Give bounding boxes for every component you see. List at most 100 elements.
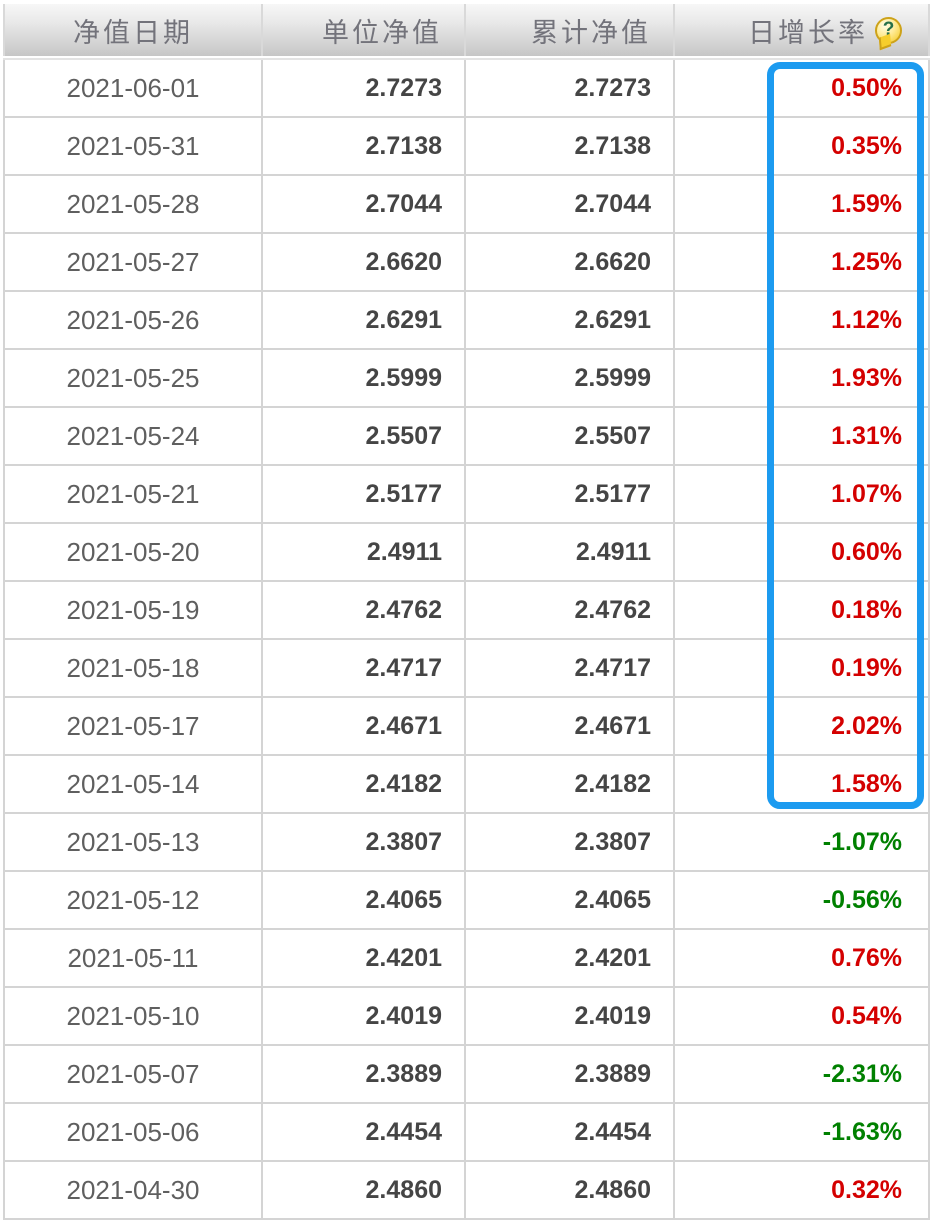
- cell-unit-nav: 2.7273: [263, 60, 466, 116]
- cell-nav-date: 2021-05-28: [3, 176, 263, 232]
- cell-daily-growth: 0.50%: [675, 60, 930, 116]
- cell-unit-nav: 2.6620: [263, 234, 466, 290]
- cell-nav-date: 2021-05-11: [3, 930, 263, 986]
- table-row: 2021-05-28 2.7044 2.7044 1.59%: [3, 176, 930, 234]
- table-row: 2021-06-01 2.7273 2.7273 0.50%: [3, 60, 930, 118]
- table-body: 2021-06-01 2.7273 2.7273 0.50% 2021-05-31 2.7…: [3, 58, 930, 1220]
- table-row: 2021-05-20 2.4911 2.4911 0.60%: [3, 524, 930, 582]
- column-header-cumulative-nav: 累计净值: [466, 4, 675, 56]
- table-row: 2021-05-10 2.4019 2.4019 0.54%: [3, 988, 930, 1046]
- cell-nav-date: 2021-05-12: [3, 872, 263, 928]
- cell-daily-growth: 0.18%: [675, 582, 930, 638]
- cell-cumulative-nav: 2.5507: [466, 408, 675, 464]
- cell-cumulative-nav: 2.5177: [466, 466, 675, 522]
- cell-nav-date: 2021-05-10: [3, 988, 263, 1044]
- cell-nav-date: 2021-05-24: [3, 408, 263, 464]
- cell-daily-growth: 1.07%: [675, 466, 930, 522]
- cell-nav-date: 2021-05-17: [3, 698, 263, 754]
- help-question-icon[interactable]: ?: [875, 16, 902, 44]
- table-row: 2021-05-17 2.4671 2.4671 2.02%: [3, 698, 930, 756]
- table-row: 2021-05-31 2.7138 2.7138 0.35%: [3, 118, 930, 176]
- cell-daily-growth: 0.32%: [675, 1162, 930, 1218]
- cell-cumulative-nav: 2.3889: [466, 1046, 675, 1102]
- cell-unit-nav: 2.4717: [263, 640, 466, 696]
- table-row: 2021-05-14 2.4182 2.4182 1.58%: [3, 756, 930, 814]
- cell-nav-date: 2021-05-25: [3, 350, 263, 406]
- cell-cumulative-nav: 2.4762: [466, 582, 675, 638]
- column-header-daily-growth: 日增长率 ?: [675, 4, 930, 56]
- cell-nav-date: 2021-05-07: [3, 1046, 263, 1102]
- column-header-daily-growth-label: 日增长率: [748, 17, 868, 48]
- cell-daily-growth: 1.59%: [675, 176, 930, 232]
- cell-unit-nav: 2.4671: [263, 698, 466, 754]
- cell-cumulative-nav: 2.3807: [466, 814, 675, 870]
- cell-cumulative-nav: 2.4454: [466, 1104, 675, 1160]
- cell-unit-nav: 2.4201: [263, 930, 466, 986]
- cell-daily-growth: 0.76%: [675, 930, 930, 986]
- cell-daily-growth: 1.58%: [675, 756, 930, 812]
- cell-unit-nav: 2.4762: [263, 582, 466, 638]
- cell-daily-growth: 2.02%: [675, 698, 930, 754]
- cell-nav-date: 2021-05-14: [3, 756, 263, 812]
- cell-cumulative-nav: 2.6291: [466, 292, 675, 348]
- cell-unit-nav: 2.7044: [263, 176, 466, 232]
- cell-nav-date: 2021-06-01: [3, 60, 263, 116]
- cell-nav-date: 2021-05-26: [3, 292, 263, 348]
- cell-nav-date: 2021-05-18: [3, 640, 263, 696]
- cell-cumulative-nav: 2.4911: [466, 524, 675, 580]
- cell-cumulative-nav: 2.7273: [466, 60, 675, 116]
- cell-daily-growth: 1.31%: [675, 408, 930, 464]
- cell-nav-date: 2021-05-13: [3, 814, 263, 870]
- cell-cumulative-nav: 2.4065: [466, 872, 675, 928]
- column-header-unit-nav: 单位净值: [263, 4, 466, 56]
- table-row: 2021-05-13 2.3807 2.3807 -1.07%: [3, 814, 930, 872]
- table-row: 2021-05-19 2.4762 2.4762 0.18%: [3, 582, 930, 640]
- cell-nav-date: 2021-04-30: [3, 1162, 263, 1218]
- table-row: 2021-05-27 2.6620 2.6620 1.25%: [3, 234, 930, 292]
- cell-unit-nav: 2.4182: [263, 756, 466, 812]
- cell-unit-nav: 2.5999: [263, 350, 466, 406]
- cell-unit-nav: 2.4911: [263, 524, 466, 580]
- cell-cumulative-nav: 2.4860: [466, 1162, 675, 1218]
- cell-unit-nav: 2.4454: [263, 1104, 466, 1160]
- cell-daily-growth: -1.63%: [675, 1104, 930, 1160]
- table-row: 2021-05-06 2.4454 2.4454 -1.63%: [3, 1104, 930, 1162]
- cell-cumulative-nav: 2.4019: [466, 988, 675, 1044]
- cell-nav-date: 2021-05-20: [3, 524, 263, 580]
- table-header: 净值日期 单位净值 累计净值 日增长率 ?: [3, 4, 930, 58]
- cell-unit-nav: 2.3889: [263, 1046, 466, 1102]
- table-row: 2021-05-24 2.5507 2.5507 1.31%: [3, 408, 930, 466]
- nav-history-table: 净值日期 单位净值 累计净值 日增长率 ? 2021-06-01 2.7273 2.…: [3, 4, 930, 1220]
- cell-daily-growth: 1.12%: [675, 292, 930, 348]
- cell-daily-growth: 0.19%: [675, 640, 930, 696]
- cell-unit-nav: 2.4019: [263, 988, 466, 1044]
- table-row: 2021-05-12 2.4065 2.4065 -0.56%: [3, 872, 930, 930]
- table-row: 2021-05-25 2.5999 2.5999 1.93%: [3, 350, 930, 408]
- cell-cumulative-nav: 2.4182: [466, 756, 675, 812]
- cell-unit-nav: 2.6291: [263, 292, 466, 348]
- cell-daily-growth: 0.60%: [675, 524, 930, 580]
- cell-cumulative-nav: 2.4671: [466, 698, 675, 754]
- table-row: 2021-05-07 2.3889 2.3889 -2.31%: [3, 1046, 930, 1104]
- cell-daily-growth: -0.56%: [675, 872, 930, 928]
- cell-nav-date: 2021-05-21: [3, 466, 263, 522]
- cell-daily-growth: -2.31%: [675, 1046, 930, 1102]
- cell-cumulative-nav: 2.7044: [466, 176, 675, 232]
- cell-daily-growth: 1.93%: [675, 350, 930, 406]
- cell-cumulative-nav: 2.6620: [466, 234, 675, 290]
- table-row: 2021-05-11 2.4201 2.4201 0.76%: [3, 930, 930, 988]
- cell-daily-growth: 0.35%: [675, 118, 930, 174]
- cell-unit-nav: 2.4065: [263, 872, 466, 928]
- cell-daily-growth: -1.07%: [675, 814, 930, 870]
- cell-daily-growth: 0.54%: [675, 988, 930, 1044]
- cell-nav-date: 2021-05-31: [3, 118, 263, 174]
- cell-cumulative-nav: 2.4201: [466, 930, 675, 986]
- cell-cumulative-nav: 2.7138: [466, 118, 675, 174]
- table-row: 2021-05-26 2.6291 2.6291 1.12%: [3, 292, 930, 350]
- cell-unit-nav: 2.3807: [263, 814, 466, 870]
- cell-unit-nav: 2.4860: [263, 1162, 466, 1218]
- cell-daily-growth: 1.25%: [675, 234, 930, 290]
- cell-unit-nav: 2.5507: [263, 408, 466, 464]
- cell-unit-nav: 2.5177: [263, 466, 466, 522]
- cell-nav-date: 2021-05-19: [3, 582, 263, 638]
